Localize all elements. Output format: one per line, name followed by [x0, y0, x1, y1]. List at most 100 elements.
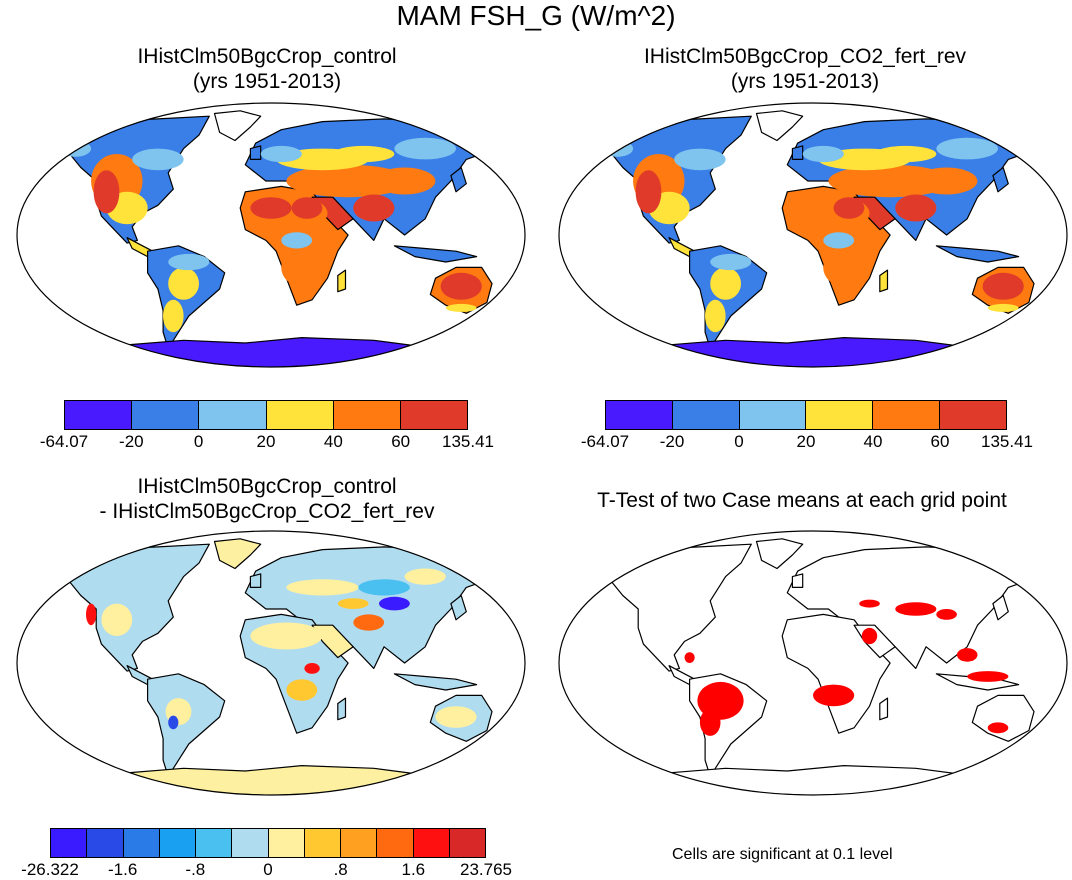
colorbar-tick-label: 60: [930, 432, 950, 451]
colorbar-control: [64, 400, 468, 430]
colorbar-swatch: [199, 401, 267, 429]
colorbar-tick-label: 40: [323, 432, 343, 451]
field-patch: [705, 299, 726, 333]
significant-cells: [813, 684, 855, 707]
colorbar-swatch: [87, 829, 124, 857]
colorbar-tick-label: 20: [796, 432, 816, 451]
colorbar-swatch: [672, 401, 740, 429]
colorbar-swatch: [232, 829, 269, 857]
colorbar-tick-label: -20: [659, 432, 685, 451]
field-patch: [250, 622, 323, 650]
panel-title-bottom-right-line1: T-Test of two Case means at each grid po…: [597, 489, 1007, 512]
colorbar-swatch: [806, 401, 874, 429]
colorbar-swatch: [333, 401, 401, 429]
map-border: [558, 102, 1068, 368]
colorbar-swatch: [196, 829, 233, 857]
field-patch: [291, 197, 323, 219]
panel-title-top-left-line2: (yrs 1951-2013): [192, 70, 342, 93]
colorbar-swatch: [132, 401, 200, 429]
land-greenland: [755, 538, 804, 570]
colorbar-tick-label: -64.07: [580, 432, 630, 451]
field-patch: [982, 272, 1024, 300]
significant-cells: [699, 708, 721, 736]
land-northAmerica: [596, 543, 752, 672]
field-patch: [168, 715, 179, 730]
field-patch: [373, 167, 436, 195]
field-patch: [833, 197, 865, 219]
field-patch: [823, 232, 855, 249]
field-patch: [250, 197, 292, 219]
colorbar-swatch: [304, 829, 341, 857]
field-patch: [337, 598, 369, 609]
land-britain: [791, 145, 804, 160]
colorbar-swatch: [159, 829, 196, 857]
field-patch: [915, 167, 978, 195]
land-greenland: [755, 110, 804, 142]
land-greenland: [213, 110, 262, 142]
colorbar-tick-label: .8: [333, 860, 348, 879]
field-patch: [404, 568, 446, 585]
colorbar-tick-label: 0: [263, 860, 273, 879]
colorbar-swatch: [266, 401, 334, 429]
colorbar-tick-label: 60: [391, 432, 411, 451]
field-patch: [394, 137, 457, 160]
land-britain: [791, 573, 804, 588]
field-patch: [802, 145, 844, 163]
field-patch: [895, 194, 937, 222]
field-patch: [792, 197, 834, 219]
colorbar-tick-label: -64.07: [39, 432, 89, 451]
land-madagascar: [337, 269, 347, 293]
colorbar-swatch: [268, 829, 305, 857]
colorbar-tick-label: 23.765: [460, 860, 512, 879]
field-patch: [635, 170, 662, 214]
significant-cells: [987, 722, 1009, 734]
field-patch: [60, 140, 92, 157]
field-patch: [260, 145, 302, 163]
land-madagascar: [337, 697, 347, 721]
significant-cells: [895, 602, 937, 616]
map-co2-fert-rev: [558, 102, 1068, 368]
significant-cells: [967, 671, 1009, 682]
field-patch: [358, 579, 410, 596]
field-patch: [379, 596, 410, 611]
colorbar-swatch: [413, 829, 450, 857]
field-patch: [828, 164, 952, 198]
colorbar-tick-label: 135.41: [442, 432, 494, 451]
land-australia: [971, 694, 1035, 742]
panel-title-top-left-line1: IHistClm50BgcCrop_control: [137, 45, 397, 68]
land-madagascar: [879, 697, 889, 721]
field-patch: [86, 603, 97, 626]
colorbar-tick-label: -20: [119, 432, 144, 451]
panel-title-top-right-line1: IHistClm50BgcCrop_CO2_fert_rev: [643, 45, 967, 68]
land-britain: [249, 573, 262, 588]
significant-cells: [936, 609, 957, 620]
land-japan: [992, 594, 1009, 621]
field-patch: [353, 194, 395, 222]
field-patch: [286, 164, 410, 198]
field-patch: [440, 272, 482, 300]
colorbar-tick-label: -.8: [185, 860, 206, 879]
colorbar-tick-label: -26.322: [21, 860, 79, 879]
colorbar-swatch: [873, 401, 941, 429]
colorbar-swatch: [377, 829, 414, 857]
land-southAmerica: [147, 673, 226, 777]
panel-title-bottom-left-line1: IHistClm50BgcCrop_control: [137, 475, 397, 498]
map-border: [16, 102, 526, 368]
map-ttest-significance: [558, 530, 1068, 796]
panel-title-top-right: IHistClm50BgcCrop_CO2_fert_rev (yrs 1951…: [572, 44, 1038, 94]
colorbar-co2-fert-rev: [605, 400, 1007, 430]
land-indonesia: [393, 673, 478, 691]
panel-title-top-right-line2: (yrs 1951-2013): [730, 70, 880, 93]
field-patch: [101, 603, 133, 636]
land-indonesia: [935, 245, 1020, 263]
field-patch: [987, 303, 1019, 312]
land-madagascar: [879, 269, 889, 293]
field-patch: [710, 253, 752, 271]
field-patch: [168, 267, 200, 300]
land-japan: [992, 166, 1009, 193]
field-patch: [332, 145, 395, 163]
field-patch: [823, 248, 865, 287]
field-patch: [710, 267, 741, 300]
map-border: [16, 530, 526, 796]
panel-title-bottom-left-line2: - IHistClm50BgcCrop_CO2_fert_rev: [99, 500, 435, 523]
